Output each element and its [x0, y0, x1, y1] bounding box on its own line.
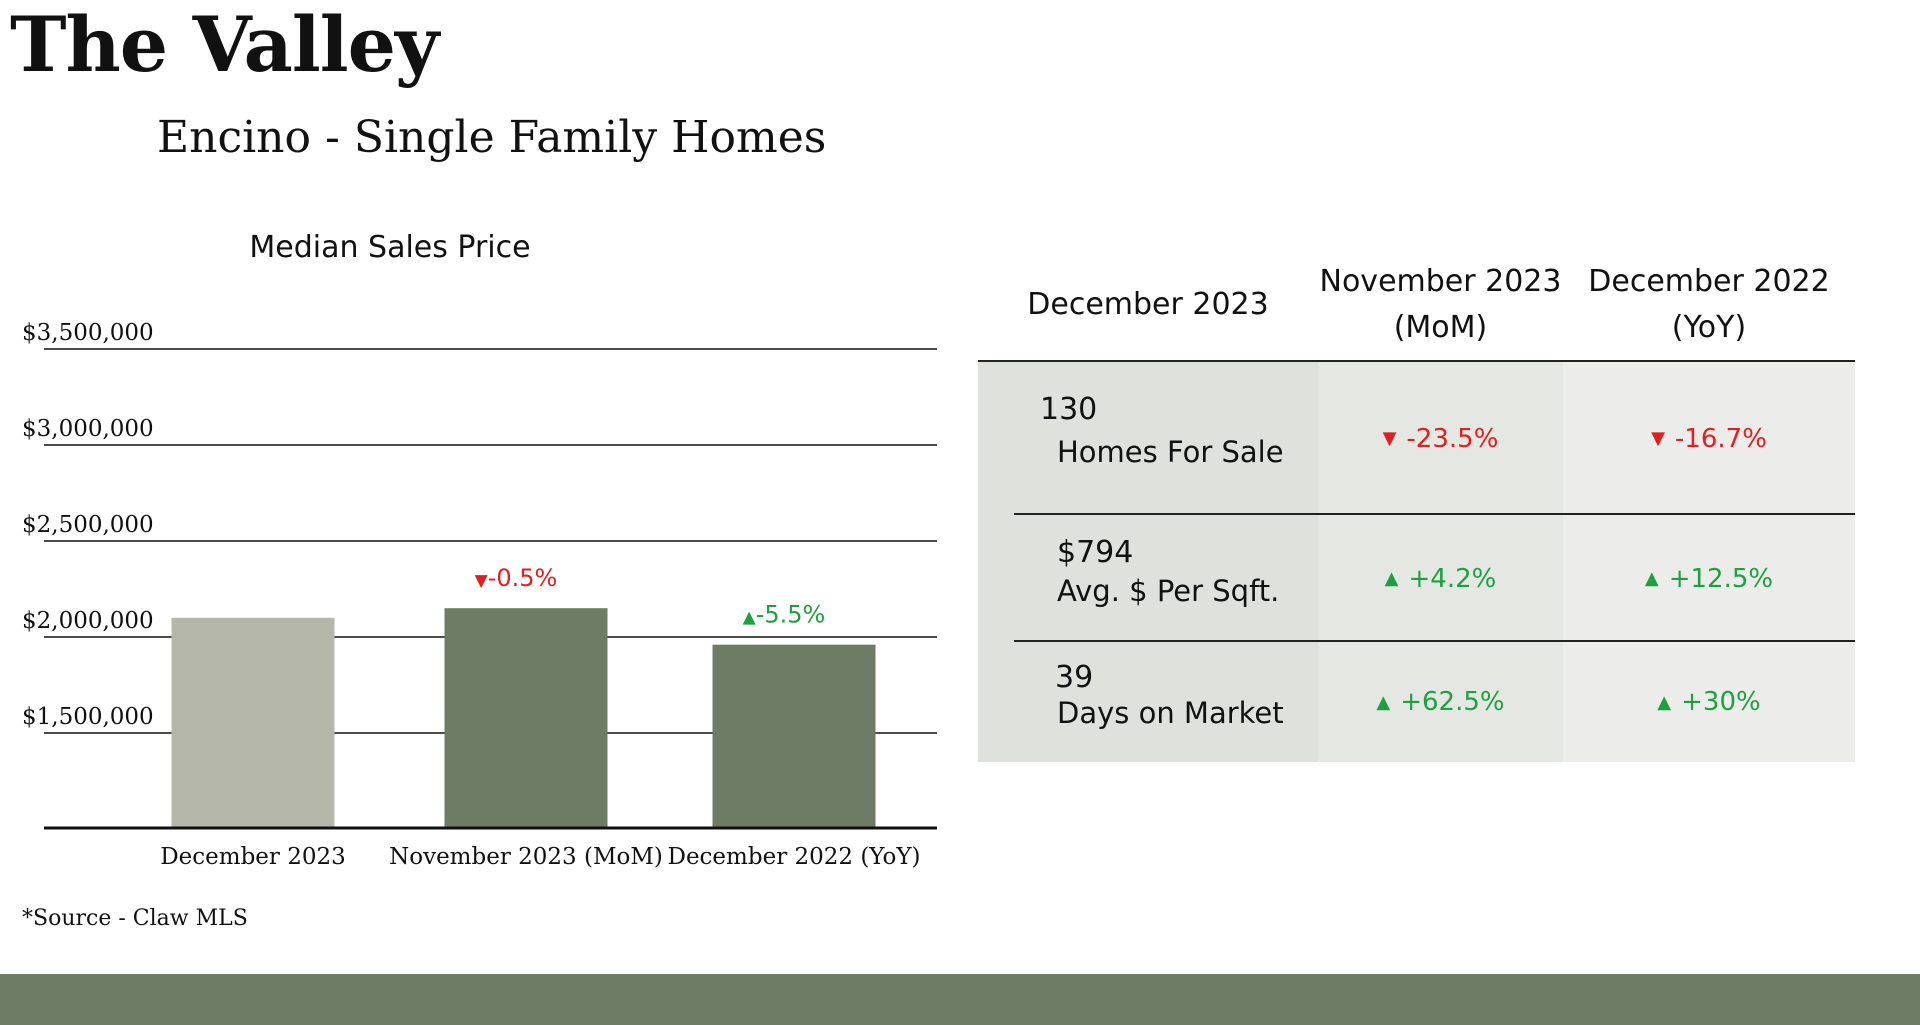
metric-label: Avg. $ Per Sqft.: [1057, 574, 1280, 608]
metric-value: 39: [1055, 660, 1094, 695]
header-yoy: December 2022 (YoY): [1588, 264, 1830, 345]
page-subtitle: Encino - Single Family Homes: [157, 112, 827, 163]
metric-cell: 39 Days on Market: [978, 642, 1318, 762]
yoy-value: -16.7%: [1674, 423, 1767, 454]
mom-value: +62.5%: [1400, 687, 1505, 717]
stats-row-days-on-market: 39 Days on Market ▲ +62.5% ▲ +30%: [978, 642, 1855, 762]
metric-value: 130: [1040, 392, 1098, 427]
stats-table: December 2023 November 2023 (MoM) Decemb…: [978, 250, 1855, 762]
row-divider: [1014, 513, 1855, 515]
mom-value: +4.2%: [1408, 563, 1497, 594]
row-divider: [1014, 640, 1855, 642]
stats-row-homes-for-sale: 130 Homes For Sale ▼ -23.5% ▼ -16.7%: [978, 362, 1855, 515]
mom-change: ▲ +62.5%: [1318, 642, 1563, 762]
source-note: *Source - Claw MLS: [22, 906, 248, 931]
mom-change: ▼ -23.5%: [1318, 362, 1563, 515]
y-tick-label: $2,000,000: [22, 608, 154, 634]
mom-change: ▲ +4.2%: [1318, 515, 1563, 642]
x-tick-label: December 2023: [160, 844, 346, 870]
bar: [444, 608, 608, 828]
data-label: ▼-0.5%: [475, 564, 558, 592]
triangle-down-icon: ▼: [1382, 428, 1397, 449]
mom-value: -23.5%: [1406, 423, 1499, 454]
triangle-up-icon: ▲: [1376, 691, 1391, 713]
metric-label: Days on Market: [1057, 696, 1284, 730]
triangle-up-icon: ▲: [1657, 691, 1672, 713]
median-sales-price-chart: $1,500,000 $2,000,000 $2,500,000 $3,000,000…: [22, 320, 937, 870]
metric-value: $794: [1057, 535, 1134, 570]
y-tick-label: $2,500,000: [22, 512, 154, 538]
triangle-up-icon: ▲: [1644, 568, 1659, 589]
bar: [712, 644, 876, 828]
page-title: The Valley: [10, 0, 439, 89]
x-tick-label: December 2022 (YoY): [668, 844, 921, 870]
triangle-up-icon: ▲: [1384, 568, 1399, 589]
metric-label: Homes For Sale: [1057, 435, 1284, 469]
stats-header-row: December 2023 November 2023 (MoM) Decemb…: [978, 250, 1855, 362]
stats-row-price-per-sqft: $794 Avg. $ Per Sqft. ▲ +4.2% ▲ +12.5%: [978, 515, 1855, 642]
yoy-change: ▲ +12.5%: [1563, 515, 1855, 642]
y-tick-label: $3,000,000: [22, 416, 154, 442]
yoy-value: +12.5%: [1668, 563, 1774, 594]
metric-cell: 130 Homes For Sale: [978, 362, 1318, 515]
data-label: ▲-5.5%: [743, 601, 826, 629]
chart-title: Median Sales Price: [249, 230, 531, 265]
yoy-change: ▼ -16.7%: [1563, 362, 1855, 515]
yoy-change: ▲ +30%: [1563, 642, 1855, 762]
header-mom: November 2023 (MoM): [1319, 264, 1562, 345]
y-tick-label: $3,500,000: [22, 320, 154, 346]
metric-cell: $794 Avg. $ Per Sqft.: [978, 515, 1318, 642]
y-tick-label: $1,500,000: [22, 704, 154, 730]
header-current: December 2023: [1027, 287, 1269, 322]
footer-bar: [0, 974, 1920, 1025]
bar: [171, 617, 335, 828]
triangle-down-icon: ▼: [1651, 428, 1665, 449]
x-tick-label: November 2023 (MoM): [389, 844, 663, 870]
yoy-value: +30%: [1681, 687, 1761, 717]
